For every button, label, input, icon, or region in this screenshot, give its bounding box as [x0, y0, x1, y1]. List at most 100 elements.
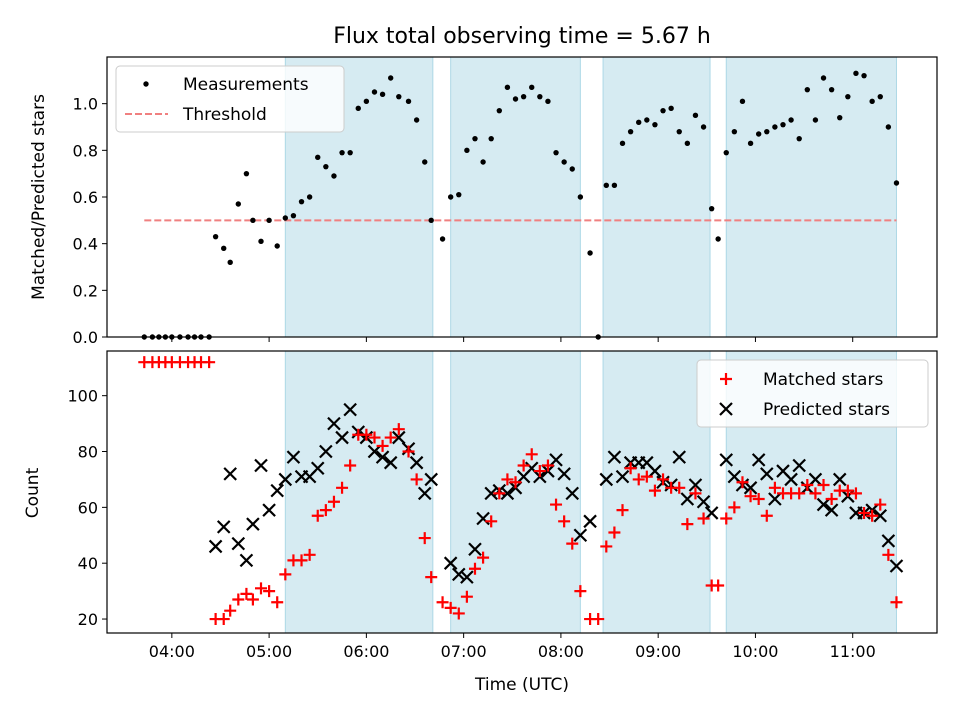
y-tick-label: 0.2	[73, 281, 98, 300]
matched-stars-point	[681, 518, 694, 531]
matched-stars-point	[793, 487, 806, 500]
matched-stars-point	[801, 479, 814, 492]
matched-stars-point	[452, 607, 465, 620]
matched-stars-point	[384, 431, 397, 444]
measurements-point	[828, 86, 835, 93]
predicted-stars-point	[409, 455, 424, 470]
measurements-point	[636, 119, 642, 126]
y-tick-label: 0.6	[73, 188, 98, 207]
measurements-point	[504, 84, 511, 91]
x-tick-label: 10:00	[732, 642, 778, 661]
matched-stars-point	[425, 571, 438, 584]
predicted-stars-point	[270, 483, 284, 498]
x-tick-label: 05:00	[246, 642, 292, 661]
matched-stars-point	[809, 487, 822, 500]
measurements-point	[796, 135, 802, 142]
matched-stars-point	[592, 613, 605, 626]
matched-stars-point	[311, 509, 324, 522]
predicted-stars-point	[557, 467, 571, 481]
measurements-point	[869, 98, 875, 105]
chart-title: Flux total observing time = 5.67 h	[333, 24, 711, 49]
predicted-stars-point	[824, 503, 839, 517]
matched-stars-point	[541, 459, 554, 472]
shaded-interval	[284, 350, 434, 634]
y-tick-label: 0.8	[73, 141, 98, 160]
predicted-stars-point	[615, 469, 630, 484]
shaded-interval	[450, 56, 581, 338]
matched-stars-point	[263, 585, 276, 598]
measurements-point	[652, 121, 658, 128]
measurements-point	[587, 250, 593, 256]
measurements-point	[439, 236, 446, 242]
measurements-point	[747, 140, 754, 147]
measurements-point	[569, 166, 575, 172]
measurements-point	[644, 117, 650, 123]
measurements-point	[347, 149, 353, 156]
bottom-panel-y-ticks: 20 40 60 80 100	[67, 387, 107, 629]
predicted-stars-point	[286, 450, 301, 464]
measurements-point	[306, 194, 313, 200]
predicted-stars-point	[816, 497, 831, 512]
measurements-point	[405, 98, 412, 105]
matched-stars-point	[525, 448, 538, 461]
predicted-stars-point	[460, 570, 474, 584]
matched-stars-point	[882, 548, 895, 561]
matched-stars-point	[574, 585, 587, 598]
matched-stars-point	[712, 579, 725, 592]
matched-stars-point	[760, 509, 773, 522]
threshold-legend-label: Threshold	[182, 105, 267, 125]
measurement-points	[141, 70, 900, 340]
measurements-point	[422, 159, 428, 165]
predicted-stars-point	[565, 486, 580, 501]
measurements-point	[488, 135, 494, 142]
predicted-stars-point	[688, 478, 703, 492]
predicted-stars-point	[760, 467, 774, 481]
predicted-stars-point	[704, 506, 719, 520]
measurements-point	[243, 170, 250, 177]
measurements-point	[668, 105, 674, 112]
predicted-stars-point	[335, 430, 349, 445]
top-panel-x-ticks	[171, 337, 854, 342]
predicted-stars-point	[873, 508, 888, 523]
bottom-panel-x-ticks: 04:00 05:00 06:00 07:00 08:00 09:00 10:00 11:00	[149, 633, 876, 661]
matched-stars-point	[255, 582, 268, 595]
bottom-legend: Matched stars Predicted stars	[696, 359, 929, 428]
measurements-point	[355, 105, 361, 112]
measurements-point	[877, 93, 883, 100]
matched-stars-point	[632, 473, 645, 486]
shaded-interval	[450, 350, 581, 634]
predicted-stars-point	[792, 458, 806, 473]
matched-stars-point	[376, 439, 389, 452]
matched-stars-point	[303, 548, 316, 561]
predicted-stars-point	[417, 486, 432, 501]
x-tick-label: 08:00	[538, 642, 584, 661]
top-panel: 0.0 0.2 0.4 0.6 0.8 1.0 Matched/Predicted sta…	[29, 56, 938, 347]
measurements-point	[379, 91, 386, 98]
predicted-stars-point	[223, 467, 237, 481]
x-tick-label: 04:00	[149, 642, 195, 661]
measurements-point	[885, 124, 892, 130]
matched-stars-point	[858, 506, 871, 519]
matched-stars-point	[392, 423, 405, 436]
star-count-points	[138, 356, 904, 626]
top-panel-y-ticks: 0.0 0.2 0.4 0.6 0.8 1.0	[73, 95, 107, 347]
measurements-point	[553, 149, 559, 156]
bottom-legend-box	[696, 359, 929, 428]
matched-stars-point	[728, 501, 741, 514]
measurements-point	[464, 147, 470, 154]
matched-stars-point	[436, 596, 449, 609]
measurements-point	[861, 72, 867, 79]
matched-stars-point	[874, 498, 887, 511]
matched-stars-point	[608, 526, 621, 539]
x-tick-label: 09:00	[635, 642, 681, 661]
matched-stars-point	[720, 512, 733, 525]
y-tick-label: 0.4	[73, 235, 98, 254]
measurements-point	[788, 117, 794, 123]
measurements-point	[708, 205, 715, 212]
measurements-point	[221, 245, 227, 252]
predicted-stars-point	[549, 453, 563, 467]
measurements-point	[893, 180, 900, 186]
measurements-point	[715, 236, 721, 242]
measurements-point	[371, 89, 378, 95]
predicted-stars-point	[743, 481, 758, 495]
